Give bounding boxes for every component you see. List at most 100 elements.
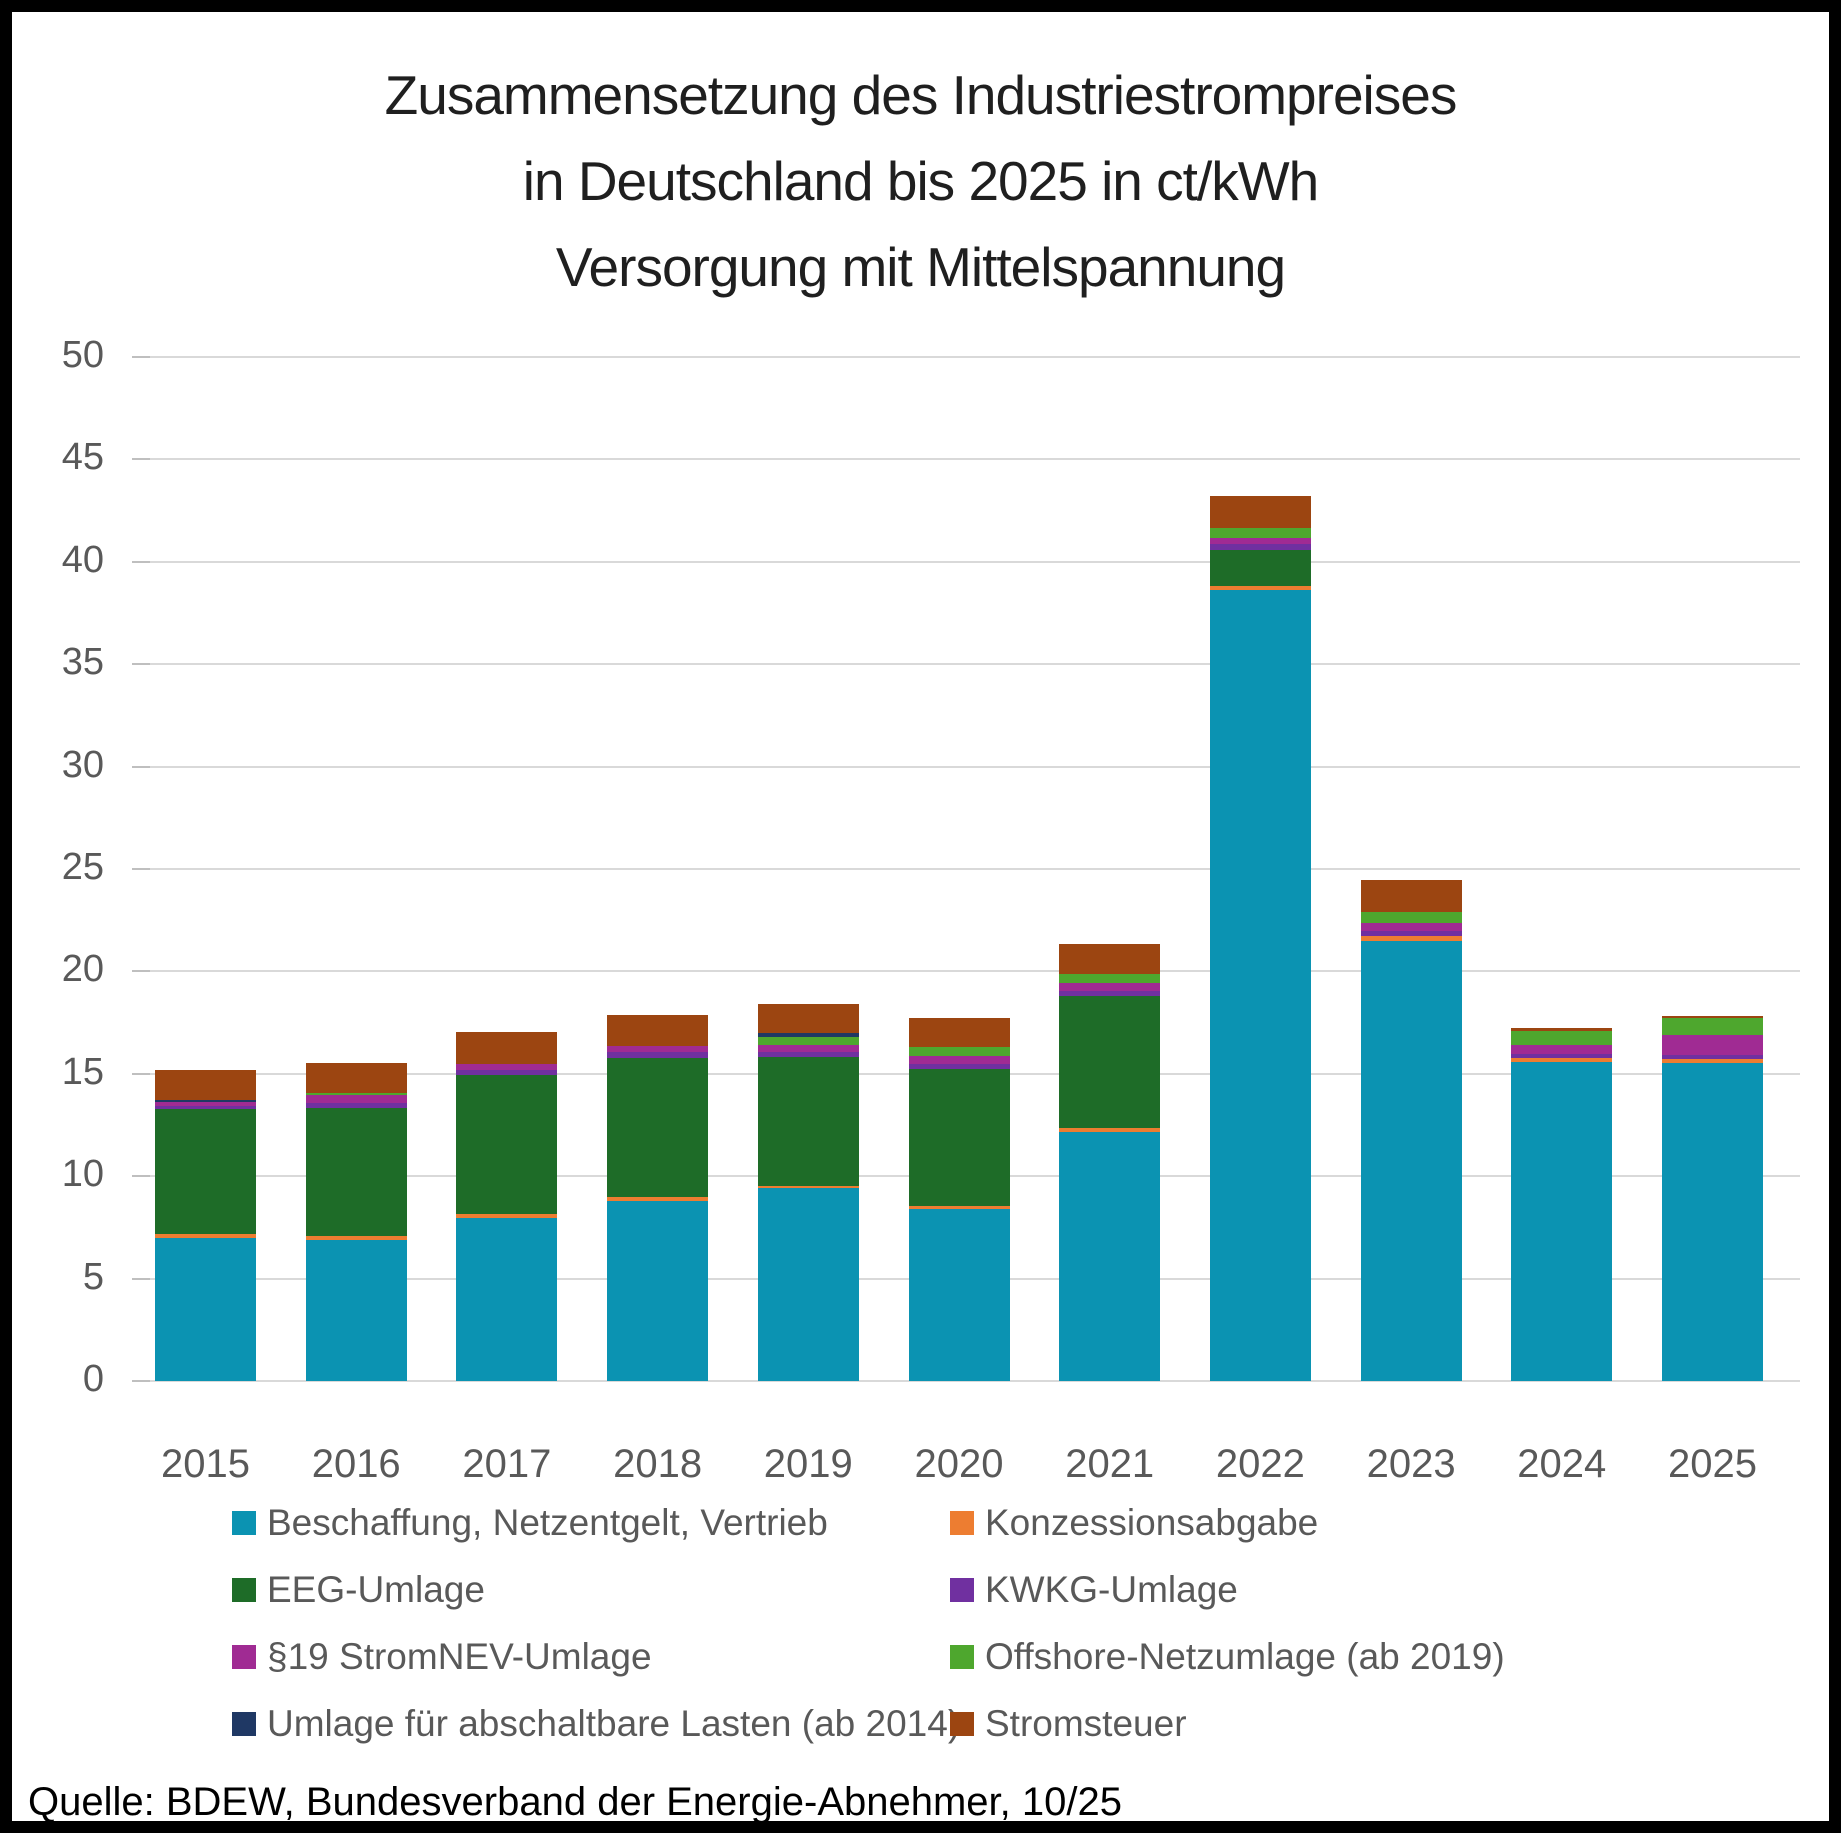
chart-title-line-2: in Deutschland bis 2025 in ct/kWh: [522, 150, 1320, 212]
y-tick-label: 35: [61, 641, 104, 684]
bar-segment: [1209, 549, 1311, 587]
legend-item: Stromsteuer: [950, 1703, 1187, 1745]
legend-label: §19 StromNEV-Umlage: [267, 1636, 652, 1677]
x-tick-label: 2022: [1215, 1442, 1305, 1486]
legend-label: Offshore-Netzumlage (ab 2019): [985, 1636, 1505, 1677]
chart-title-line-1: Zusammensetzung des Industriestrompreise…: [384, 64, 1458, 126]
bar-segment: [456, 1218, 558, 1381]
bar-segment: [1059, 943, 1161, 975]
bar-segment: [757, 1188, 859, 1381]
legend-swatch: [232, 1578, 256, 1602]
gridline: [150, 970, 1800, 973]
bar-segment: [607, 1200, 709, 1381]
bar-segment: [1360, 880, 1462, 912]
legend-item: Beschaffung, Netzentgelt, Vertrieb: [232, 1502, 828, 1544]
bar-segment: [1511, 1030, 1613, 1045]
bar-segment: [1209, 586, 1311, 591]
gridline: [150, 868, 1800, 870]
bar-segment: [155, 1069, 256, 1101]
gridline: [150, 765, 1800, 768]
bar-segment: [456, 1031, 558, 1064]
y-tick-label: 10: [61, 1153, 104, 1196]
y-axis-tick: [132, 765, 150, 768]
y-tick-label: 30: [61, 743, 104, 786]
bar-segment: [1360, 923, 1462, 931]
legend-item: Konzessionsabgabe: [950, 1502, 1318, 1544]
bar-segment: [1662, 1059, 1763, 1063]
legend-label: KWKG-Umlage: [985, 1569, 1238, 1610]
y-tick-label: 0: [82, 1358, 104, 1400]
bar-segment: [1662, 1062, 1763, 1381]
bar-segment: [155, 1233, 256, 1238]
bar-segment: [757, 1004, 859, 1034]
bar-segment: [155, 1100, 256, 1103]
bar-segment: [1511, 1053, 1613, 1059]
bar-segment: [1209, 537, 1311, 544]
legend-swatch: [950, 1712, 974, 1736]
y-tick-label: 40: [61, 538, 104, 581]
bar-segment: [305, 1095, 407, 1104]
gridline: [150, 1380, 1800, 1382]
bar-segment: [607, 1014, 709, 1047]
bar-segment: [1662, 1018, 1763, 1035]
bar-segment: [1209, 543, 1311, 550]
legend-swatch: [950, 1645, 974, 1669]
bar-segment: [908, 1017, 1010, 1047]
bar-segment: [607, 1197, 709, 1201]
x-tick-label: 2019: [763, 1442, 853, 1486]
gridline: [150, 663, 1800, 666]
bar-segment: [757, 1056, 859, 1186]
bar-segment: [1662, 1034, 1763, 1055]
y-axis-tick: [132, 868, 150, 870]
bar-segment: [607, 1052, 709, 1059]
y-tick-label: 50: [61, 334, 104, 376]
y-tick-label: 25: [61, 846, 104, 888]
legend-label: Stromsteuer: [985, 1703, 1187, 1744]
bar-segment: [1059, 991, 1161, 996]
legend-label: EEG-Umlage: [267, 1569, 485, 1610]
legend-item: Offshore-Netzumlage (ab 2019): [950, 1636, 1505, 1678]
bar-segment: [305, 1062, 407, 1094]
bar-segment: [607, 1046, 709, 1053]
gridline: [150, 356, 1800, 358]
legend-label: Konzessionsabgabe: [985, 1502, 1319, 1543]
bar-segment: [1511, 1061, 1613, 1381]
bar-segment: [456, 1069, 558, 1075]
bar-segment: [1511, 1028, 1613, 1031]
bar-segment: [305, 1093, 407, 1096]
y-axis-tick: [132, 970, 150, 973]
bar-segment: [1511, 1044, 1613, 1054]
bar-segment: [456, 1214, 558, 1219]
bar-segment: [757, 1051, 859, 1057]
bar-segment: [1209, 590, 1311, 1381]
bar-segment: [456, 1074, 558, 1215]
y-tick-label: 5: [82, 1255, 104, 1298]
y-axis-tick: [132, 560, 150, 563]
bar-segment: [1059, 974, 1161, 984]
bar-segment: [908, 1046, 1010, 1056]
bar-segment: [1209, 495, 1311, 528]
y-axis-tick: [132, 356, 150, 358]
legend-label: Beschaffung, Netzentgelt, Vertrieb: [267, 1502, 828, 1543]
x-tick-label: 2021: [1065, 1442, 1155, 1486]
legend-item: KWKG-Umlage: [950, 1569, 1238, 1611]
chart-title-line-3: Versorgung mit Mittelspannung: [555, 236, 1286, 298]
bar-segment: [908, 1064, 1010, 1069]
bar-segment: [1511, 1058, 1613, 1062]
legend-label: Umlage für abschaltbare Lasten (ab 2014): [267, 1703, 961, 1744]
gridline: [150, 458, 1800, 461]
legend-item: Umlage für abschaltbare Lasten (ab 2014): [232, 1703, 960, 1745]
bar-segment: [305, 1107, 407, 1236]
y-tick-label: 45: [61, 436, 104, 479]
bar-segment: [1209, 527, 1311, 538]
bar-segment: [1059, 995, 1161, 1129]
legend-item: EEG-Umlage: [232, 1569, 485, 1611]
gridline: [150, 560, 1800, 563]
bar-segment: [1360, 935, 1462, 941]
x-tick-label: 2023: [1366, 1442, 1456, 1486]
x-tick-label: 2015: [161, 1442, 250, 1486]
legend-item: §19 StromNEV-Umlage: [232, 1636, 652, 1678]
bar-segment: [305, 1103, 407, 1108]
bar-segment: [757, 1033, 859, 1037]
